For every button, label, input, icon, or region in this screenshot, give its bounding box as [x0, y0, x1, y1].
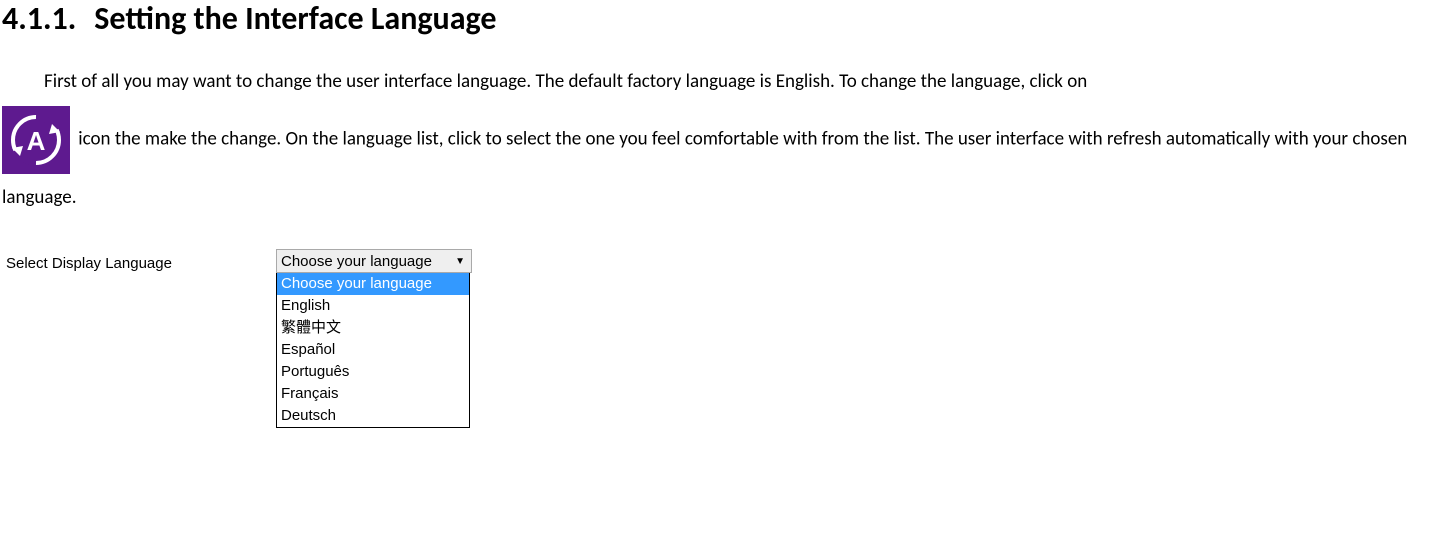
section-number: 4.1.1.	[2, 0, 76, 38]
dropdown-list[interactable]: Choose your language English 繁體中文 Españo…	[276, 273, 470, 428]
dropdown-option[interactable]: Português	[277, 361, 469, 383]
dropdown-selected-text: Choose your language	[281, 253, 432, 270]
chevron-down-icon: ▼	[455, 256, 465, 267]
dropdown-label: Select Display Language	[6, 249, 276, 272]
paragraph-text-before: First of all you may want to change the …	[44, 70, 1087, 93]
dropdown-figure: Select Display Language Choose your lang…	[6, 249, 1430, 428]
dropdown-option[interactable]: English	[277, 295, 469, 317]
dropdown-option[interactable]: Español	[277, 339, 469, 361]
dropdown-option[interactable]: Français	[277, 383, 469, 405]
svg-text:A: A	[27, 126, 46, 156]
language-icon[interactable]: A	[2, 106, 70, 174]
dropdown-selected[interactable]: Choose your language ▼	[276, 249, 472, 273]
body-paragraph: First of all you may want to change the …	[0, 58, 1430, 221]
dropdown-option[interactable]: Choose your language	[277, 273, 469, 295]
dropdown-option[interactable]: 繁體中文	[277, 317, 469, 339]
language-select[interactable]: Choose your language ▼ Choose your langu…	[276, 249, 472, 428]
dropdown-option[interactable]: Deutsch	[277, 405, 469, 427]
section-heading: 4.1.1. Setting the Interface Language	[0, 0, 1430, 58]
paragraph-text-after: icon the make the change. On the languag…	[2, 127, 1407, 208]
section-title: Setting the Interface Language	[94, 0, 496, 38]
